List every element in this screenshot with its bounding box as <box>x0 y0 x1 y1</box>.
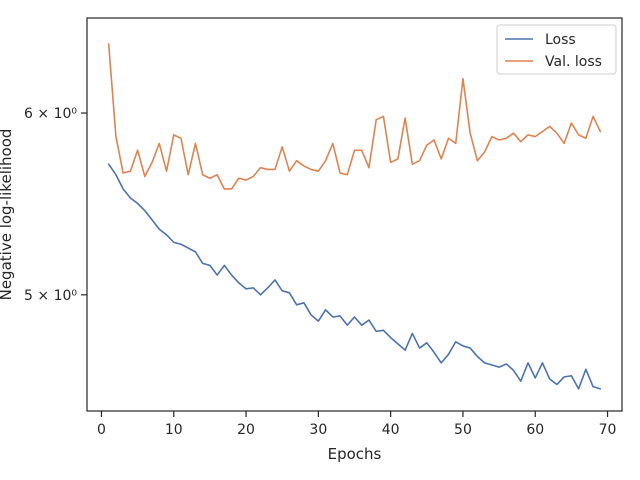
series-layer <box>107 43 602 390</box>
x-tick-label: 70 <box>599 422 617 438</box>
legend: Loss Val. loss <box>496 24 617 75</box>
axes-frame <box>86 17 623 412</box>
legend-label: Loss <box>545 32 576 48</box>
x-axis-ticks: 0 10 20 30 40 50 60 70 <box>97 411 616 438</box>
x-tick-label: 30 <box>309 422 327 438</box>
y-axis-ticks: 5 × 10⁰ 6 × 10⁰ <box>24 106 87 304</box>
series-line-loss <box>107 163 602 390</box>
x-tick-label: 0 <box>97 422 106 438</box>
x-tick-label: 40 <box>382 422 400 438</box>
legend-label: Val. loss <box>545 54 602 70</box>
y-tick-label: 5 × 10⁰ <box>24 288 77 304</box>
x-tick-label: 10 <box>165 422 183 438</box>
x-tick-label: 20 <box>237 422 255 438</box>
x-tick-label: 60 <box>526 422 544 438</box>
series-line-val-loss <box>107 43 602 190</box>
x-tick-label: 50 <box>454 422 472 438</box>
y-tick-label: 6 × 10⁰ <box>24 106 77 122</box>
x-axis-label: Epochs <box>328 445 382 463</box>
y-axis-label: Negative log-likelihood <box>0 129 15 301</box>
